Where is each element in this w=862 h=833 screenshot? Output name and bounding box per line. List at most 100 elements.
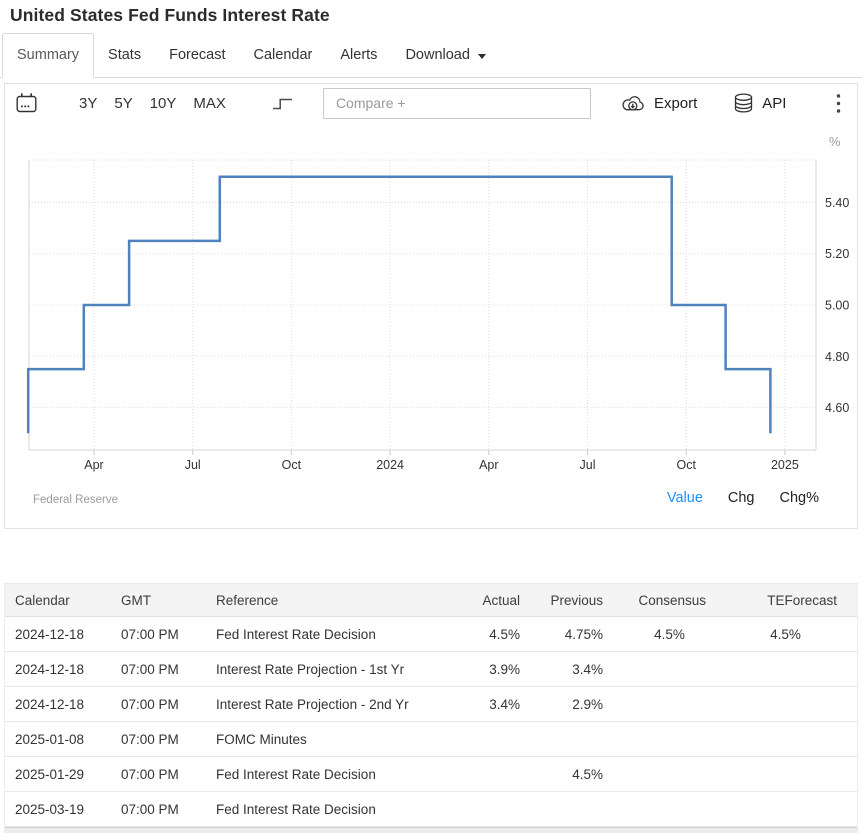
table-row: 2025-01-29 07:00 PM Fed Interest Rate Deci… — [5, 756, 857, 792]
chgpct-link[interactable]: Chg% — [779, 490, 820, 506]
te-forecast — [714, 721, 857, 757]
consensus: 4.5% — [603, 616, 714, 652]
tab-download[interactable]: Download — [391, 34, 500, 77]
tab-bar: Summary Stats Forecast Calendar Alerts D… — [0, 30, 862, 78]
svg-text:Jul: Jul — [185, 458, 201, 472]
gmt-time: 07:00 PM — [121, 721, 216, 757]
range-10y-button[interactable]: 10Y — [149, 94, 177, 112]
database-icon — [735, 92, 753, 113]
col-gmt: GMT — [121, 583, 216, 617]
previous: 4.75% — [520, 616, 603, 652]
table-row: 2025-03-19 07:00 PM Fed Interest Rate Deci… — [5, 791, 857, 827]
tab-stats[interactable]: Stats — [94, 34, 155, 77]
tab-label: Summary — [17, 47, 80, 63]
rate-chart[interactable]: 5.40 5.20 5.00 4.80 4.60 Apr Jul Oct 2024 Apr Jul O… — [5, 122, 857, 527]
chart-toolbar: 3Y 5Y 10Y MAX Export — [4, 83, 858, 123]
range-buttons: 3Y 5Y 10Y MAX — [79, 95, 226, 112]
api-label: API — [762, 94, 787, 112]
tab-label: Calendar — [253, 47, 313, 63]
reference: Fed Interest Rate Decision — [216, 616, 436, 652]
tab-alerts[interactable]: Alerts — [326, 34, 391, 77]
svg-text:Apr: Apr — [84, 458, 103, 472]
range-max-button[interactable]: MAX — [193, 94, 226, 112]
table-row: 2024-12-18 07:00 PM Fed Interest Rate Deci… — [5, 616, 857, 652]
actual — [436, 791, 520, 827]
col-calendar: Calendar — [5, 583, 121, 617]
tab-label: Alerts — [340, 47, 378, 63]
calendar-date: 2024-12-18 — [5, 616, 121, 652]
compare-input[interactable] — [322, 87, 591, 119]
cloud-download-icon — [622, 95, 644, 111]
reference: FOMC Minutes — [216, 721, 436, 757]
calendar-date: 2024-12-18 — [5, 651, 121, 687]
gmt-time: 07:00 PM — [121, 686, 216, 722]
col-actual: Actual — [436, 583, 520, 617]
calendar-date: 2025-01-08 — [5, 721, 121, 757]
gmt-time: 07:00 PM — [121, 756, 216, 792]
col-consensus: Consensus — [603, 583, 714, 617]
actual — [436, 721, 520, 757]
svg-text:2025: 2025 — [771, 458, 799, 472]
col-previous: Previous — [520, 583, 603, 617]
previous — [520, 721, 603, 757]
tab-calendar[interactable]: Calendar — [240, 34, 327, 77]
reference: Interest Rate Projection - 1st Yr — [216, 651, 436, 687]
date-range-button[interactable] — [16, 93, 37, 113]
col-reference: Reference — [216, 583, 436, 617]
step-line-icon — [272, 98, 292, 110]
svg-text:5.00: 5.00 — [825, 299, 849, 313]
actual: 4.5% — [436, 616, 520, 652]
actual: 3.9% — [436, 651, 520, 687]
caret-down-icon — [477, 53, 486, 59]
export-button[interactable]: Export — [619, 94, 697, 113]
chart-type-button[interactable] — [272, 94, 293, 112]
actual — [436, 756, 520, 792]
chg-link[interactable]: Chg — [727, 490, 755, 506]
api-button[interactable]: API — [733, 92, 787, 114]
previous: 2.9% — [520, 686, 603, 722]
value-link[interactable]: Value — [666, 490, 703, 506]
svg-text:2024: 2024 — [376, 458, 404, 472]
tab-label: Stats — [108, 47, 142, 63]
svg-text:5.20: 5.20 — [825, 247, 849, 261]
tab-forecast[interactable]: Forecast — [155, 34, 239, 77]
te-forecast — [714, 756, 857, 792]
tab-summary[interactable]: Summary — [2, 33, 95, 78]
svg-text:Oct: Oct — [282, 458, 302, 472]
tab-label: Forecast — [169, 47, 226, 63]
actual: 3.4% — [436, 686, 520, 722]
calendar-date: 2025-03-19 — [5, 791, 121, 827]
previous: 3.4% — [520, 651, 603, 687]
range-5y-button[interactable]: 5Y — [114, 94, 133, 112]
next-section-strip — [5, 827, 857, 833]
export-label: Export — [653, 94, 698, 112]
chart-mode-links: Value Chg Chg% — [667, 490, 819, 506]
consensus — [603, 791, 714, 827]
svg-text:4.80: 4.80 — [825, 350, 849, 364]
calendar-date: 2024-12-18 — [5, 686, 121, 722]
calendar-date: 2025-01-29 — [5, 756, 121, 792]
svg-text:Jul: Jul — [580, 458, 596, 472]
consensus — [603, 756, 714, 792]
te-forecast — [714, 791, 857, 827]
gmt-time: 07:00 PM — [121, 791, 216, 827]
te-forecast — [714, 651, 857, 687]
consensus — [603, 651, 714, 687]
te-forecast: 4.5% — [714, 616, 857, 652]
reference: Fed Interest Rate Decision — [216, 756, 436, 792]
range-3y-button[interactable]: 3Y — [79, 94, 98, 112]
more-options-button[interactable] — [834, 91, 843, 116]
reference: Fed Interest Rate Decision — [216, 791, 436, 827]
svg-text:%: % — [829, 134, 841, 149]
gmt-time: 07:00 PM — [121, 651, 216, 687]
consensus — [603, 686, 714, 722]
page-title: United States Fed Funds Interest Rate — [10, 5, 330, 25]
te-forecast — [714, 686, 857, 722]
svg-text:Apr: Apr — [479, 458, 498, 472]
reference: Interest Rate Projection - 2nd Yr — [216, 686, 436, 722]
table-row: 2025-01-08 07:00 PM FOMC Minutes — [5, 721, 857, 757]
col-teforecast: TEForecast — [714, 583, 857, 617]
calendar-icon — [16, 93, 37, 113]
previous: 4.5% — [520, 756, 603, 792]
